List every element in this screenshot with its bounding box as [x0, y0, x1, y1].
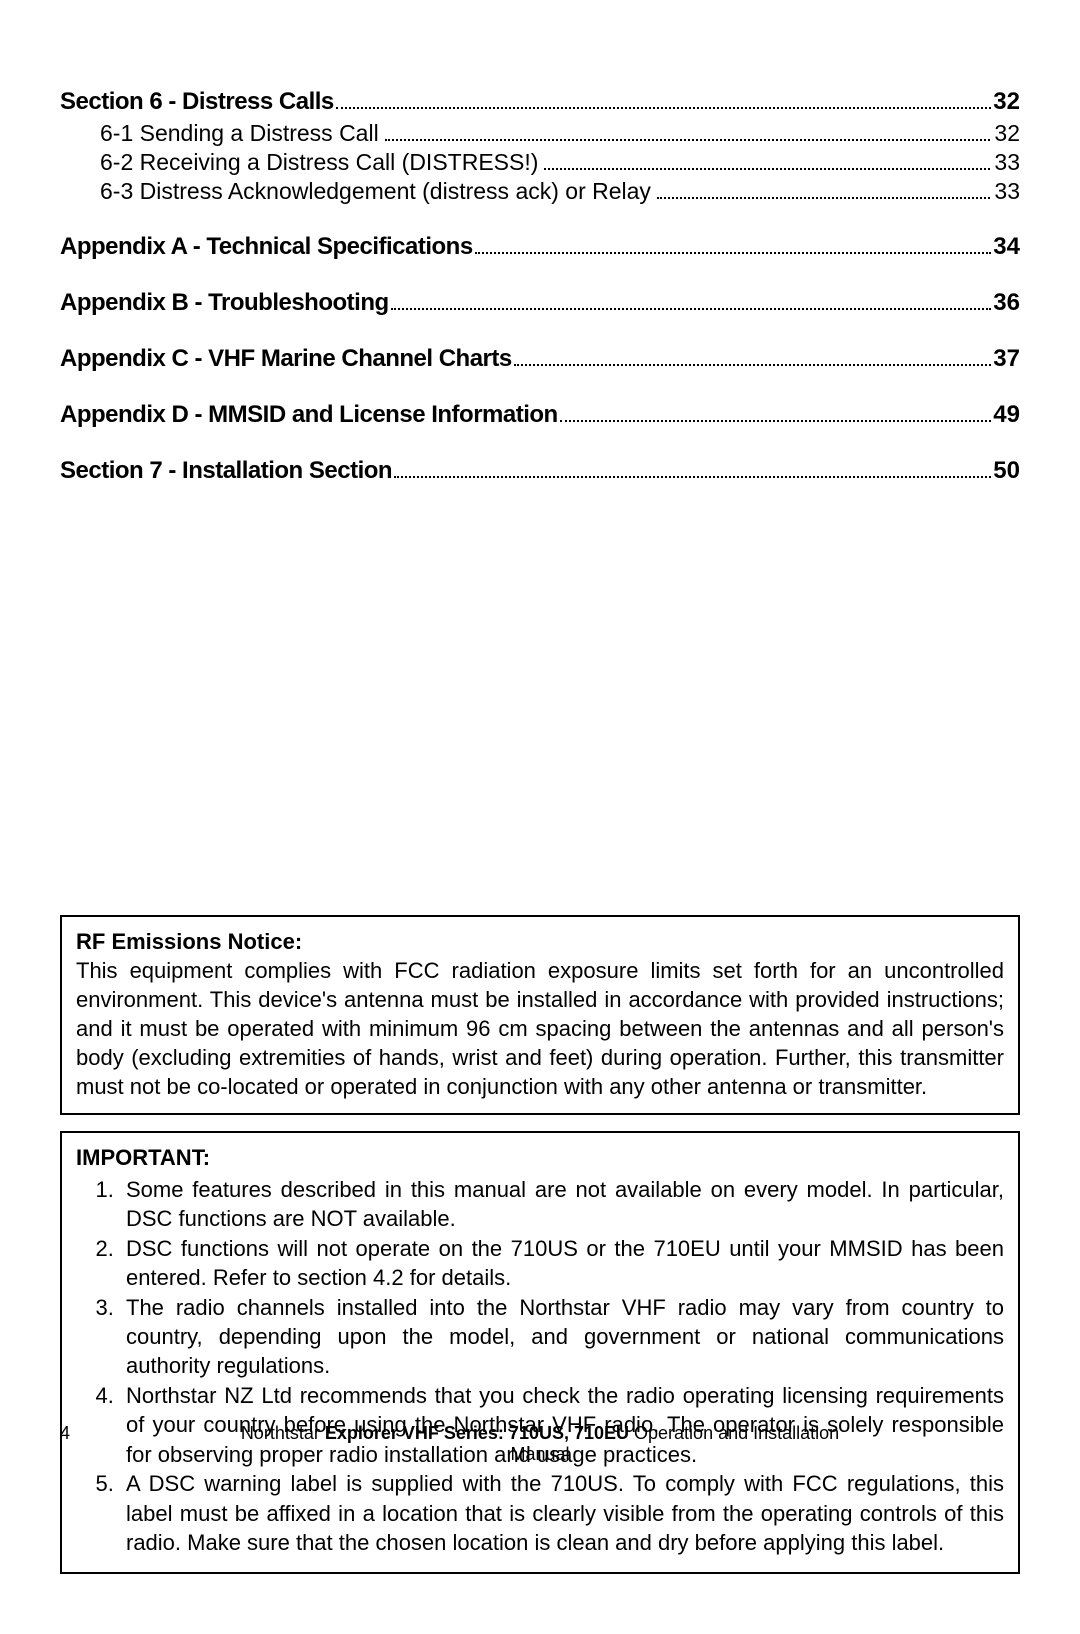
toc-leader — [544, 168, 990, 170]
toc-leader — [391, 308, 992, 310]
toc-page: 33 — [994, 149, 1020, 176]
rf-emissions-notice: RF Emissions Notice: This equipment comp… — [60, 915, 1020, 1115]
toc-leader — [560, 420, 992, 422]
toc-sub-6-2: 6-2 Receiving a Distress Call (DISTRESS!… — [100, 149, 1020, 176]
toc-leader — [514, 364, 992, 366]
toc-page: 50 — [993, 457, 1020, 485]
important-title: IMPORTANT — [76, 1145, 203, 1170]
toc-leader — [394, 476, 991, 478]
important-notice: IMPORTANT: Some features described in th… — [60, 1131, 1020, 1574]
toc-title: Appendix D - MMSID and License Informati… — [60, 401, 558, 429]
toc-page: 32 — [994, 120, 1020, 147]
important-item: DSC functions will not operate on the 71… — [120, 1234, 1004, 1293]
toc-page: 32 — [993, 88, 1020, 116]
toc-title: Section 6 - Distress Calls — [60, 88, 334, 116]
toc-leader — [657, 197, 990, 199]
page-footer: 4 Northtstar Explorer VHF Series: 710US,… — [60, 1423, 1020, 1465]
toc-appendix-a: Appendix A - Technical Specifications 34 — [60, 233, 1020, 261]
rf-notice-title: RF Emissions Notice: — [76, 929, 302, 954]
footer-page-number: 4 — [60, 1423, 240, 1444]
important-item: A DSC warning label is supplied with the… — [120, 1469, 1004, 1557]
toc-leader — [475, 252, 992, 254]
toc-appendix-d: Appendix D - MMSID and License Informati… — [60, 401, 1020, 429]
toc-title: Appendix B - Troubleshooting — [60, 289, 389, 317]
toc-section-6: Section 6 - Distress Calls 32 6-1 Sendin… — [60, 88, 1020, 205]
toc-section-7: Section 7 - Installation Section 50 — [60, 457, 1020, 485]
toc-page: 37 — [993, 345, 1020, 373]
toc-page: 34 — [993, 233, 1020, 261]
toc-page: 33 — [994, 178, 1020, 205]
toc-title: 6-2 Receiving a Distress Call (DISTRESS!… — [100, 149, 538, 176]
toc-leader — [385, 139, 991, 141]
important-item: Some features described in this manual a… — [120, 1175, 1004, 1234]
toc-appendix-b: Appendix B - Troubleshooting 36 — [60, 289, 1020, 317]
toc-page: 36 — [993, 289, 1020, 317]
toc-title: Section 7 - Installation Section — [60, 457, 392, 485]
toc-appendix-c: Appendix C - VHF Marine Channel Charts 3… — [60, 345, 1020, 373]
footer-text: Northtstar Explorer VHF Series: 710US, 7… — [240, 1423, 840, 1465]
toc-title: Appendix A - Technical Specifications — [60, 233, 473, 261]
toc-title: 6-1 Sending a Distress Call — [100, 120, 379, 147]
important-item: The radio channels installed into the No… — [120, 1293, 1004, 1381]
toc-page: 49 — [993, 401, 1020, 429]
toc-title: 6-3 Distress Acknowledgement (distress a… — [100, 178, 651, 205]
toc-title: Appendix C - VHF Marine Channel Charts — [60, 345, 512, 373]
rf-notice-body: This equipment complies with FCC radiati… — [76, 958, 1004, 1099]
important-list: Some features described in this manual a… — [76, 1175, 1004, 1558]
toc-leader — [336, 107, 992, 109]
toc-sub-6-3: 6-3 Distress Acknowledgement (distress a… — [100, 178, 1020, 205]
toc-sub-6-1: 6-1 Sending a Distress Call 32 — [100, 120, 1020, 147]
